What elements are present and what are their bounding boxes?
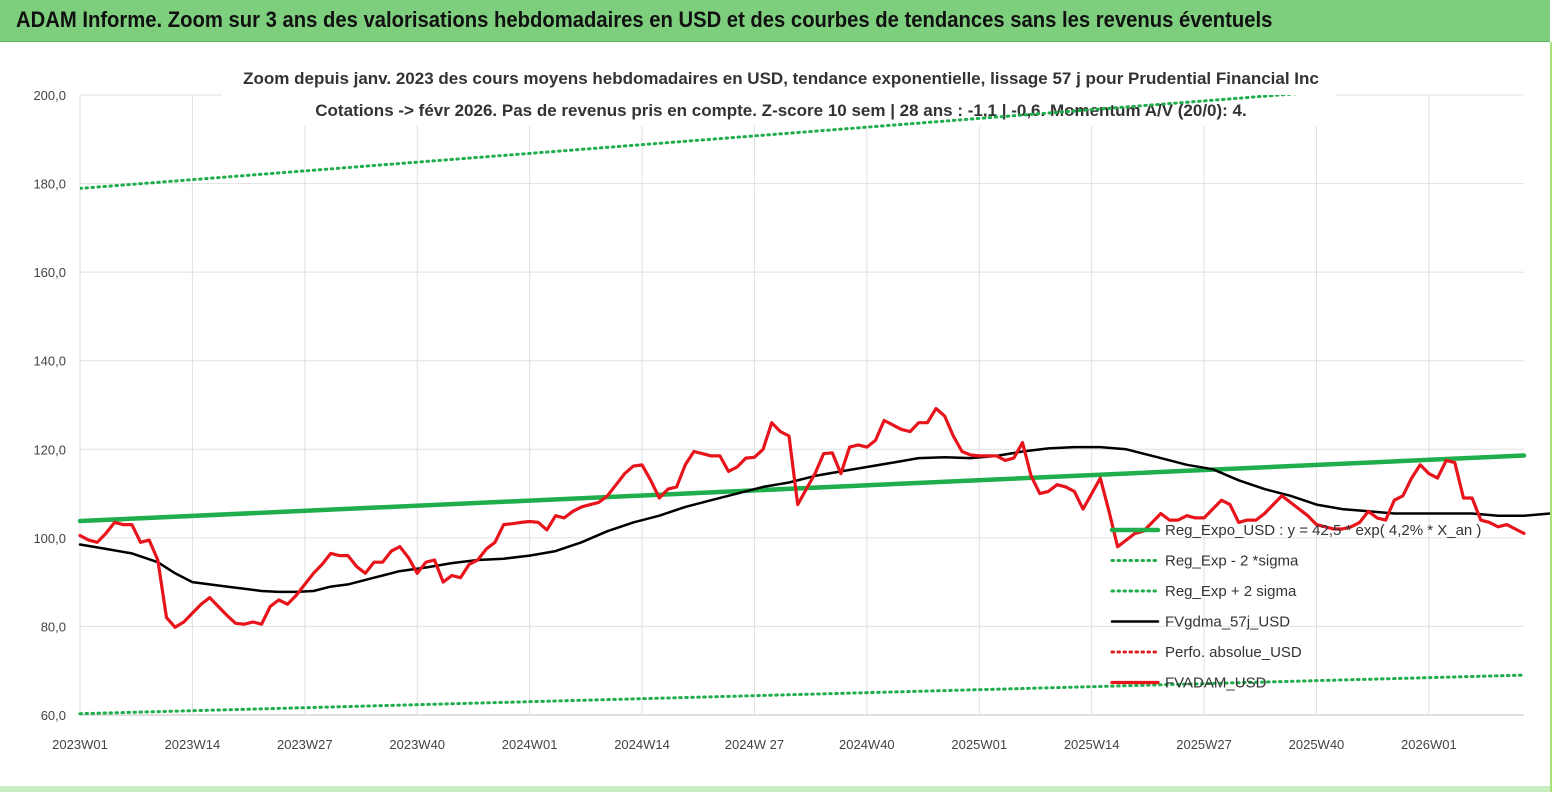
x-tick-label: 2025W27 <box>1176 737 1232 752</box>
series-line-2 <box>80 95 1300 190</box>
report-banner: ADAM Informe. Zoom sur 3 ans des valoris… <box>0 0 1550 42</box>
x-tick-label: 2024W14 <box>614 737 670 752</box>
series-line-5 <box>78 406 1526 629</box>
x-tick-label: 2025W01 <box>951 737 1007 752</box>
y-tick-label: 120,0 <box>33 442 66 457</box>
chart-title: Zoom depuis janv. 2023 des cours moyens … <box>243 69 1319 88</box>
legend-label-3: FVgdma_57j_USD <box>1165 614 1290 631</box>
series-line-0 <box>77 453 1527 524</box>
x-tick-label: 2023W40 <box>389 737 445 752</box>
right-border <box>1550 42 1567 792</box>
y-tick-label: 80,0 <box>41 619 66 634</box>
y-tick-label: 200,0 <box>33 88 66 103</box>
x-tick-label: 2026W01 <box>1401 737 1457 752</box>
chart-subtitle: Cotations -> févr 2026. Pas de revenus p… <box>315 101 1246 120</box>
legend-label-0: Reg_Expo_USD : y = 42,5 * exp( 4,2% * X_… <box>1165 522 1481 539</box>
y-tick-label: 140,0 <box>33 354 66 369</box>
x-tick-label: 2024W40 <box>839 737 895 752</box>
x-tick-label: 2025W40 <box>1289 737 1345 752</box>
bottom-border <box>0 786 1550 792</box>
legend-label-4: Perfo. absolue_USD <box>1165 644 1302 661</box>
y-tick-label: 100,0 <box>33 531 66 546</box>
y-tick-label: 180,0 <box>33 177 66 192</box>
x-axis-ticks: 2023W01 2023W14 2023W27 2023W40 2024W01 2024W… <box>52 737 1457 752</box>
y-tick-label: 60,0 <box>41 708 66 723</box>
y-tick-label: 160,0 <box>33 265 66 280</box>
legend-label-1: Reg_Exp - 2 *sigma <box>1165 553 1299 570</box>
subtitle-backdrop <box>222 56 1336 126</box>
y-axis-ticks: 60,0 80,0 100,0 120,0 140,0 160,0 180,0 200,0 <box>33 88 66 723</box>
report-title: ADAM Informe. Zoom sur 3 ans des valoris… <box>16 7 1273 32</box>
legend-label-5: FVADAM_USD <box>1165 675 1267 692</box>
legend-label-2: Reg_Exp + 2 sigma <box>1165 583 1297 600</box>
chart-series <box>77 95 1550 716</box>
x-tick-label: 2024W 27 <box>725 737 784 752</box>
chart-legend: Reg_Expo_USD : y = 42,5 * exp( 4,2% * X_… <box>1109 522 1481 692</box>
x-tick-label: 2023W01 <box>52 737 108 752</box>
x-tick-label: 2024W01 <box>502 737 558 752</box>
x-tick-label: 2025W14 <box>1064 737 1120 752</box>
chart-grid <box>79 94 1524 716</box>
series-line-1 <box>78 673 1526 716</box>
series-line-3 <box>78 445 1550 594</box>
x-tick-label: 2023W14 <box>165 737 221 752</box>
x-tick-label: 2023W27 <box>277 737 333 752</box>
